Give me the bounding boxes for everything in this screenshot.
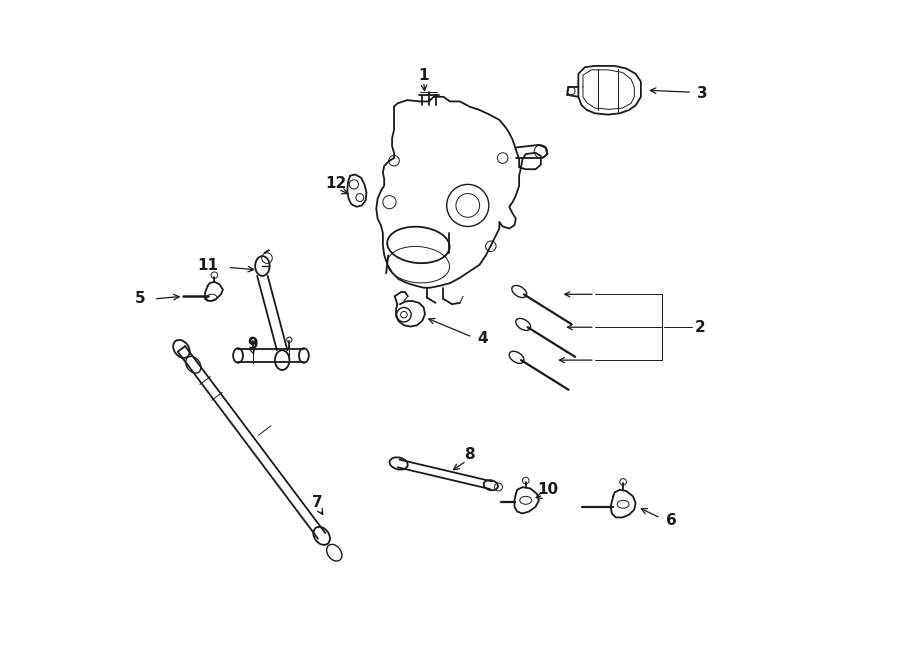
Text: 4: 4 bbox=[478, 331, 489, 346]
Text: 1: 1 bbox=[418, 67, 429, 83]
Text: 2: 2 bbox=[695, 320, 706, 334]
Text: 3: 3 bbox=[697, 86, 707, 101]
Text: 6: 6 bbox=[666, 512, 677, 527]
Text: 7: 7 bbox=[311, 496, 322, 510]
Text: 5: 5 bbox=[135, 292, 146, 307]
Text: 8: 8 bbox=[464, 447, 475, 462]
Text: 12: 12 bbox=[325, 176, 346, 190]
Text: 10: 10 bbox=[537, 483, 558, 497]
Text: 11: 11 bbox=[197, 258, 219, 274]
Text: 9: 9 bbox=[248, 338, 257, 352]
